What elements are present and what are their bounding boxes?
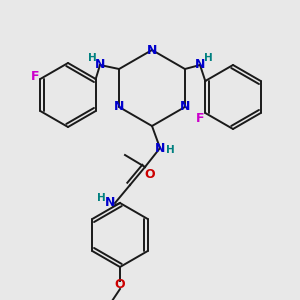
Text: N: N — [195, 58, 205, 71]
Text: N: N — [147, 44, 157, 56]
Text: H: H — [204, 53, 212, 63]
Text: H: H — [166, 145, 174, 155]
Text: N: N — [105, 196, 115, 209]
Text: O: O — [144, 167, 155, 181]
Text: H: H — [97, 193, 105, 203]
Text: H: H — [88, 53, 96, 63]
Text: O: O — [115, 278, 125, 292]
Text: F: F — [31, 70, 40, 83]
Text: F: F — [196, 112, 205, 124]
Text: N: N — [155, 142, 165, 154]
Text: N: N — [95, 58, 105, 71]
Text: N: N — [180, 100, 190, 113]
Text: N: N — [114, 100, 124, 113]
